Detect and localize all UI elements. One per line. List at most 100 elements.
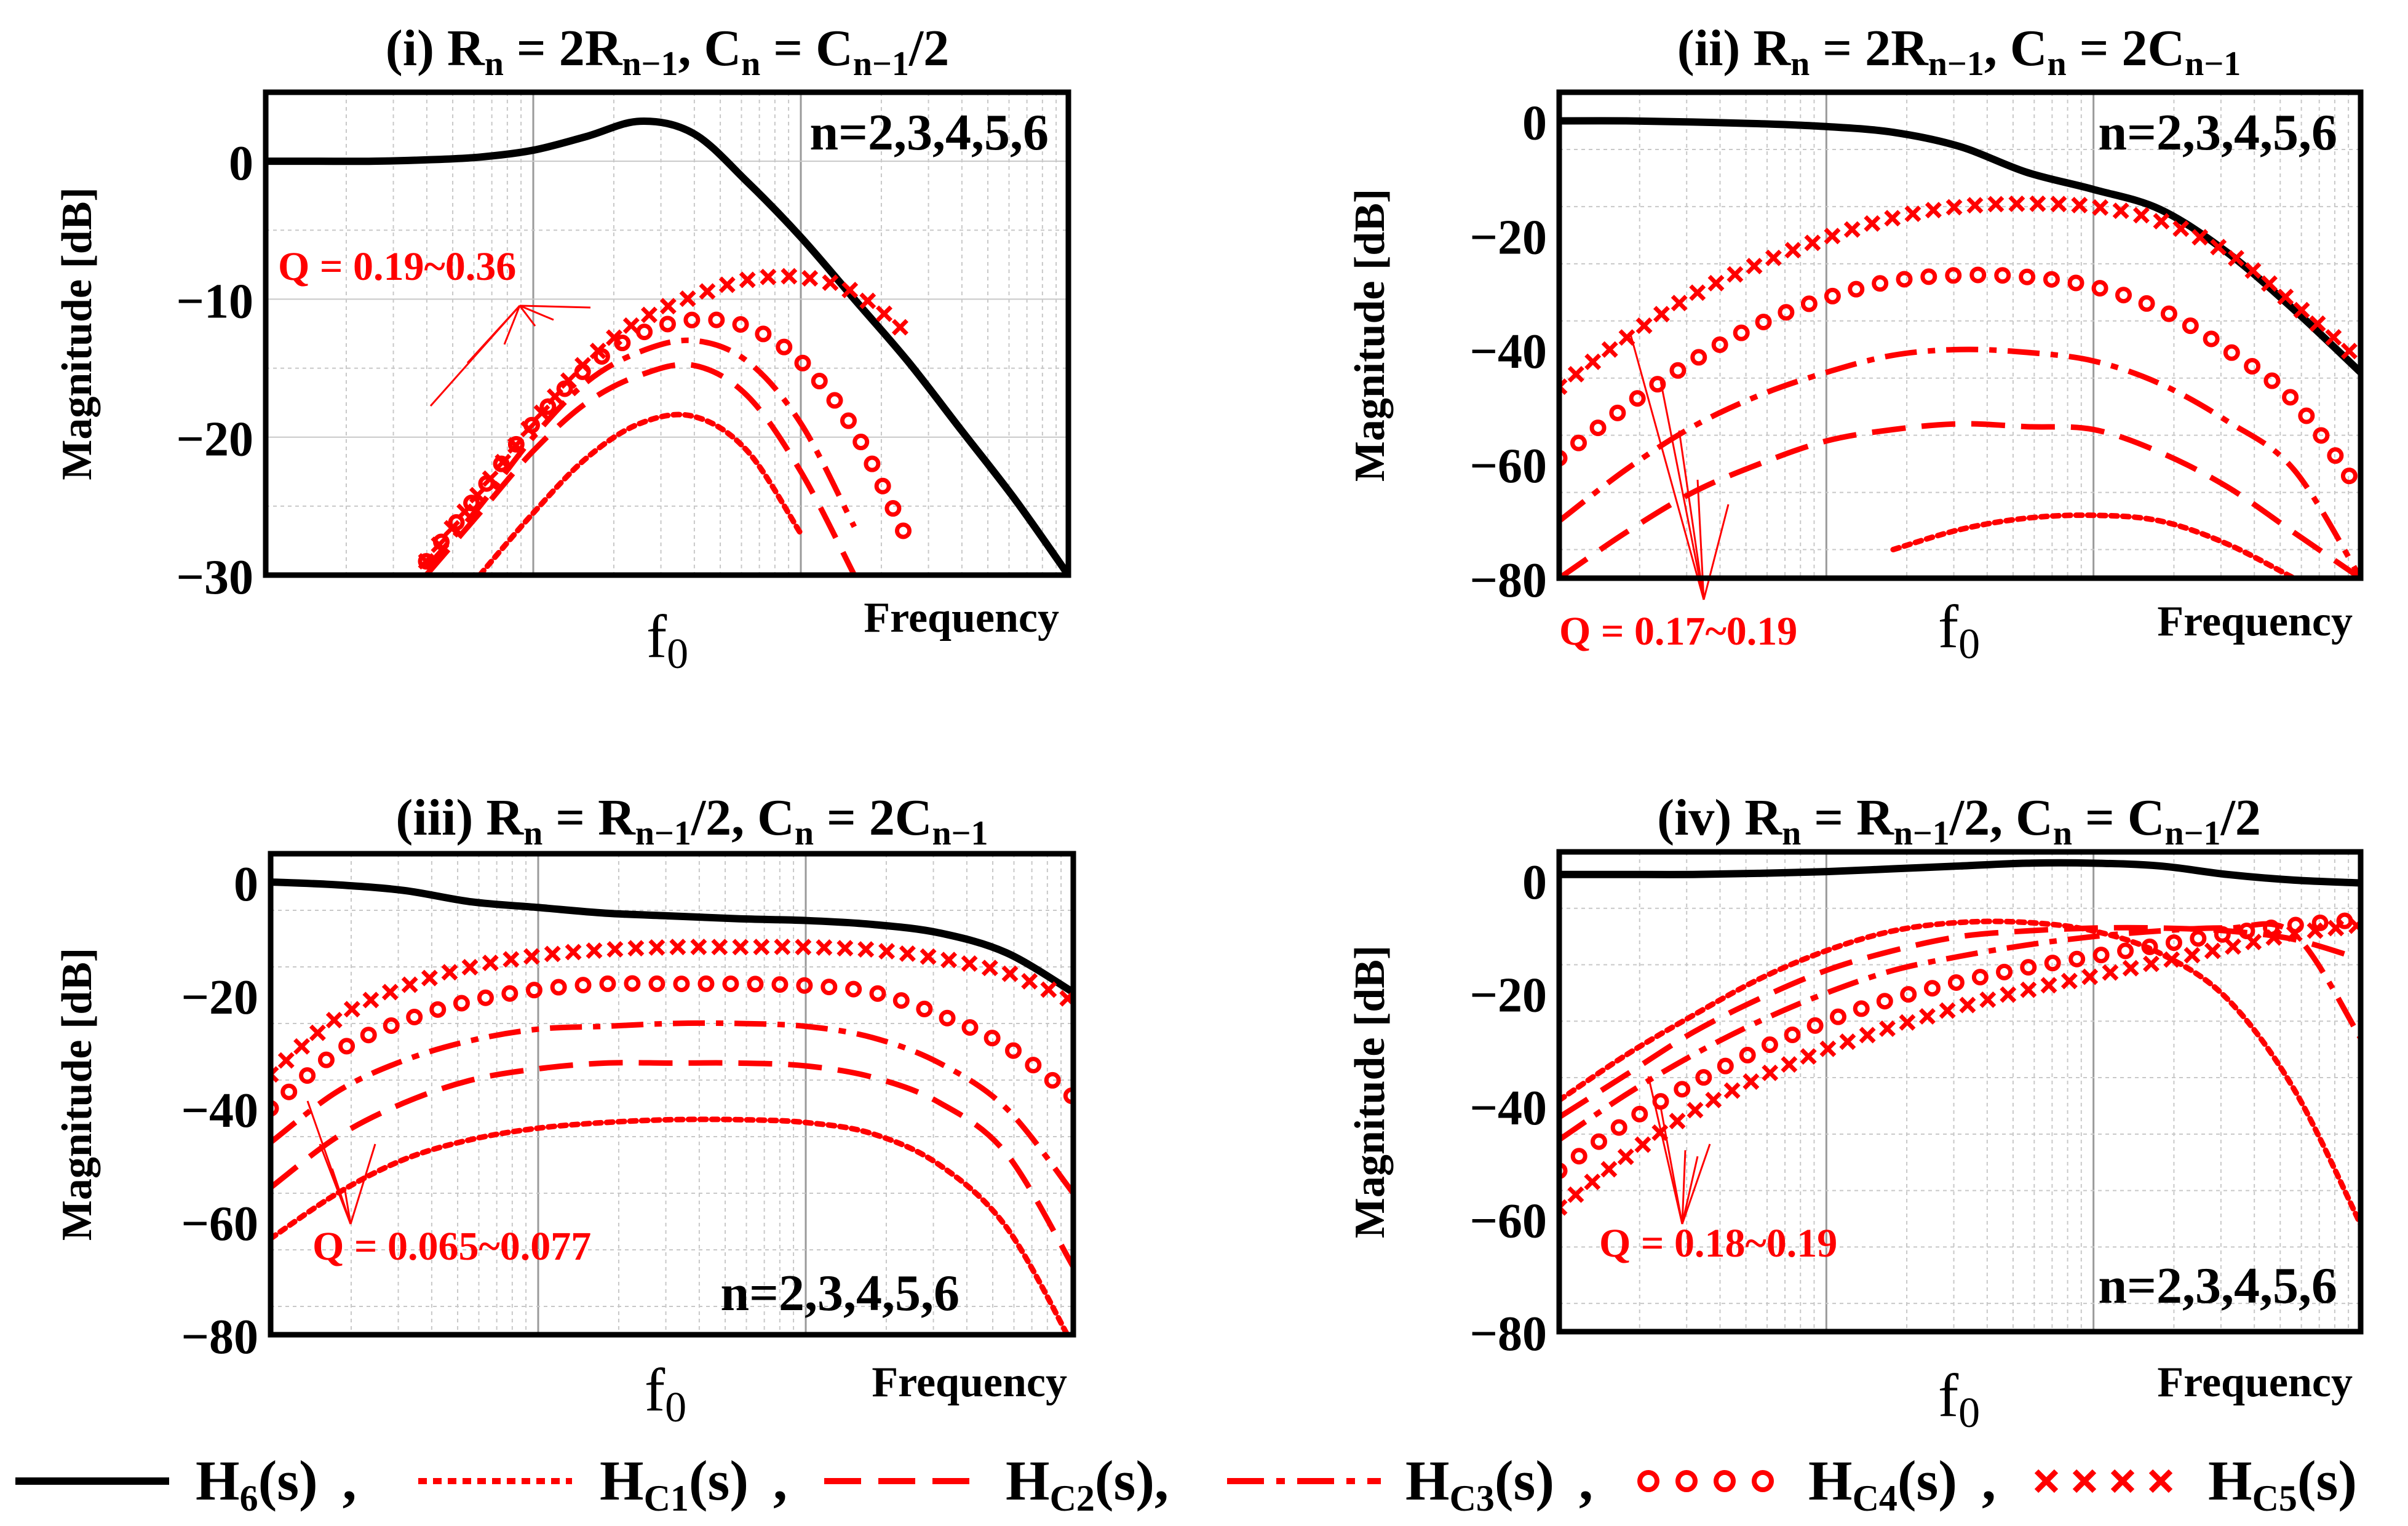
series-hc5s-markers [1559,195,2358,395]
data-point [1601,341,1618,358]
data-point [2282,389,2299,406]
series-h6s-line [266,117,1068,575]
data-point [1884,210,1901,227]
f0-label: f0 [1938,1361,1980,1437]
data-point [940,952,958,969]
data-point [1584,353,1602,370]
data-point [753,939,770,956]
data-point [2092,947,2110,964]
q-leader-line [466,304,521,364]
data-point [429,1001,447,1018]
y-tick-label: −10 [176,274,253,328]
data-point [1945,267,1962,284]
data-point [362,992,379,1009]
data-point [2204,942,2221,960]
y-tick-label: 0 [1522,856,1547,910]
legend-marker [2148,1469,2173,1493]
series-hc5s-markers [271,938,1073,1083]
y-tick-label: −20 [176,413,253,467]
data-point [507,435,525,453]
data-point [939,1009,956,1027]
series-hc4s-markers [1559,266,2358,485]
y-tick-label: −20 [181,971,258,1025]
data-point [1843,221,1861,238]
series-hc1s-line [271,1116,1071,1335]
data-point [981,960,998,977]
data-point [2325,328,2342,346]
data-point [309,1024,326,1041]
series-hc1s-line [1559,918,2361,1228]
data-point [690,938,707,955]
chart-panel-iii: 0 −20 −40 −60 −80 n=2,3,4,5,6 Q = 0.065~0.077 (… [54,789,1076,1431]
x-axis-label: Frequency [2157,1359,2353,1406]
data-point [1040,981,1057,998]
data-point [2040,977,2057,994]
data-point [1671,295,1688,312]
data-point [1669,362,1687,379]
y-tick-label: −80 [181,1310,258,1364]
data-point [2228,250,2244,267]
data-point [648,975,666,992]
series-hc3s-line [271,1020,1073,1195]
data-point [2142,955,2160,972]
data-point [884,500,902,517]
y-tick-label: −60 [181,1197,258,1251]
data-point [560,372,577,389]
data-point [482,955,499,971]
data-point [586,942,603,960]
data-point [1829,1008,1846,1025]
q-leader-line [1647,1076,1683,1225]
data-point [2153,213,2170,230]
data-point [2122,960,2139,977]
y-tick-label: −40 [1469,1081,1547,1135]
legend-label: HC3(s), [1405,1449,1593,1519]
data-point [523,948,540,965]
data-point [1739,1046,1756,1063]
series-group [1559,859,2361,1228]
data-point [360,1027,377,1044]
data-point [1959,996,1976,1014]
data-point [811,373,828,390]
data-point [2210,239,2227,256]
data-point [2309,315,2326,332]
data-point [1904,205,1921,223]
data-point [280,1083,298,1100]
plot-frame [263,89,1071,578]
data-point [453,995,470,1012]
data-point [482,470,499,487]
y-axis-label: Magnitude [dB] [54,187,101,480]
chart-title: (ii) Rn = 2Rn−1, Cn = 2Cn−1 [1677,20,2241,83]
data-point [2225,938,2241,955]
data-point [2050,196,2067,213]
q-label: Q = 0.17~0.19 [1559,609,1797,654]
data-point [1584,1174,1601,1191]
series-h6s-line [271,878,1073,996]
data-point [2029,195,2046,212]
n-label: n=2,3,4,5,6 [720,1265,960,1322]
chart-title: (i) Rn = 2Rn−1, Cn = Cn−1/2 [386,20,949,83]
data-point [659,298,677,315]
data-point [816,939,833,956]
series-hc3s-line [424,337,857,570]
data-point [1761,1036,1778,1054]
data-point [826,392,843,409]
data-point [2044,955,2061,972]
q-label: Q = 0.065~0.077 [312,1224,591,1269]
legend-item: HC1(s), [418,1449,787,1519]
q-leader-line [1629,332,1705,600]
data-point [401,976,418,993]
data-point [1859,1027,1876,1044]
data-point [1634,1136,1651,1153]
data-point [463,495,480,512]
data-point [1001,965,1019,982]
data-point [469,487,486,504]
data-point [1005,1042,1022,1059]
n-label: n=2,3,4,5,6 [2098,1257,2337,1314]
data-point [2068,950,2086,968]
plot-frame [1556,89,2364,581]
data-point [2311,914,2329,931]
data-point [495,453,512,471]
y-tick-label: −20 [1469,968,1547,1022]
q-leader-line [519,304,554,321]
